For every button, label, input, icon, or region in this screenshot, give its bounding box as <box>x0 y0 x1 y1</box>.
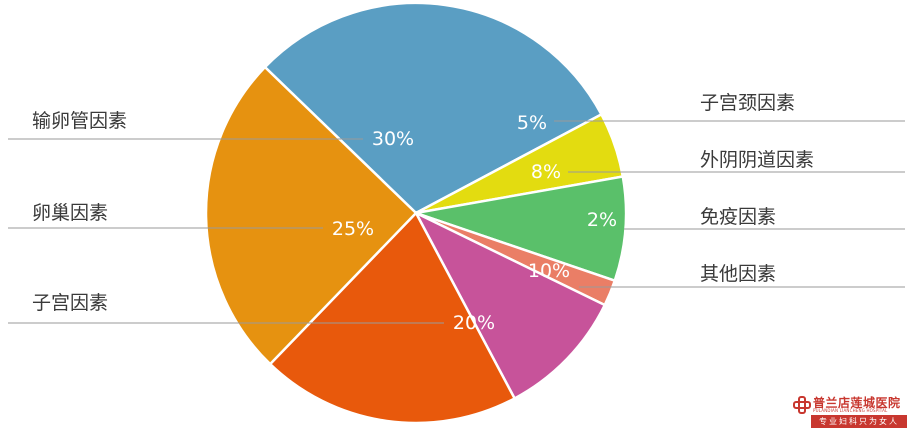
hospital-name: 普兰店莲城医院 <box>813 396 901 410</box>
pie-slice <box>268 210 517 425</box>
category-label: 免疫因素 <box>700 206 776 228</box>
category-label: 子宫因素 <box>32 292 108 314</box>
pie-slice <box>413 210 607 401</box>
slice-percent-label: 30% <box>372 128 414 150</box>
slice-percent-label: 5% <box>517 112 547 134</box>
pie-slice <box>204 65 418 366</box>
slice-percent-label: 10% <box>528 260 570 282</box>
category-label: 输卵管因素 <box>32 110 127 132</box>
slice-percent-label: 2% <box>587 209 617 231</box>
hospital-logo: 普兰店莲城医院 PULANDIAN LIANCHENG HOSPITAL 专业妇… <box>793 394 907 432</box>
hospital-slogan: 专业妇科只为女人 <box>811 415 907 428</box>
category-label: 外阴阴道因素 <box>700 149 814 171</box>
medical-cross-icon <box>793 396 811 414</box>
category-label: 卵巢因素 <box>32 202 108 224</box>
category-label: 其他因素 <box>700 263 776 285</box>
slice-percent-label: 20% <box>453 312 495 334</box>
slice-percent-label: 25% <box>332 218 374 240</box>
category-label: 子宫颈因素 <box>700 92 795 114</box>
slice-percent-label: 8% <box>531 161 561 183</box>
pie-slice <box>263 1 604 215</box>
hospital-english-name: PULANDIAN LIANCHENG HOSPITAL <box>813 408 888 413</box>
